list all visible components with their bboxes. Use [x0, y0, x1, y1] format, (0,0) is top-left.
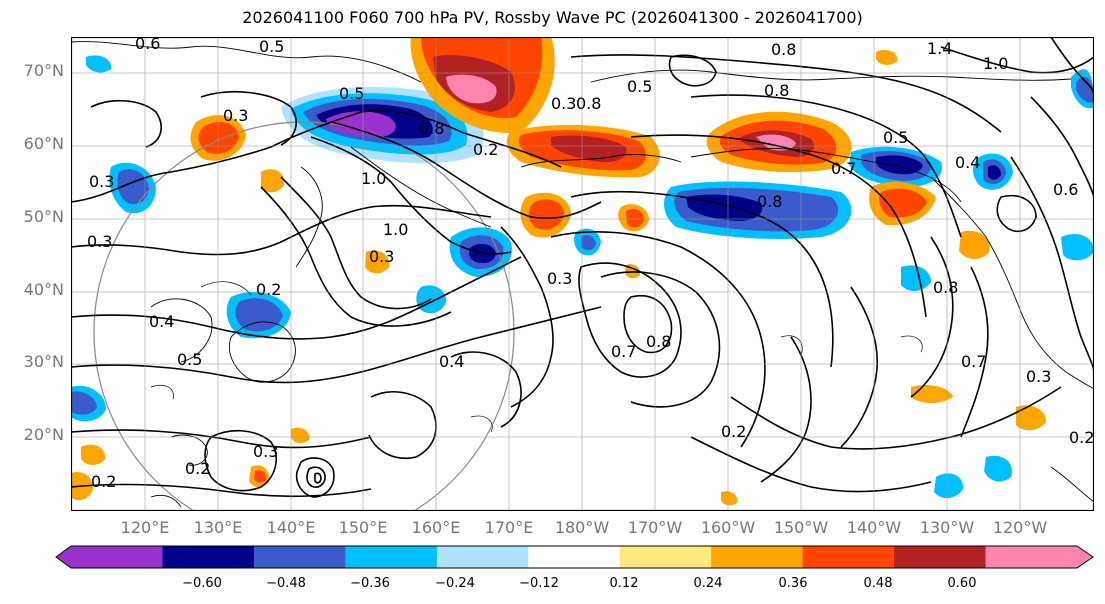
- colorbar-segment: [436, 546, 529, 568]
- contour-label: 0.3: [369, 247, 394, 266]
- lat-label: 60°N: [23, 134, 64, 153]
- contour-label: 0.8: [576, 94, 601, 113]
- lon-label: 150°E: [338, 518, 388, 537]
- lon-label: 170°E: [484, 518, 534, 537]
- contour-label: 0.7: [611, 342, 636, 361]
- colorbar-tick-label: −0.24: [435, 576, 475, 591]
- contour-label: 0.7: [831, 159, 856, 178]
- colorbar-segment: [619, 546, 712, 568]
- colorbar-segment: [711, 546, 804, 568]
- lat-label: 70°N: [23, 61, 64, 80]
- colorbar-tick-label: 0.24: [693, 576, 723, 591]
- coastlines: [71, 41, 1094, 508]
- colorbar-segment: [802, 546, 895, 568]
- contour-label: 0.8: [771, 40, 796, 59]
- map-frame: [71, 37, 1094, 511]
- great-circle-outline: [93, 121, 515, 511]
- contour-label: 0.8: [764, 81, 789, 100]
- lon-label: 130°E: [193, 518, 243, 537]
- contour-label: 1.4: [927, 39, 952, 58]
- contour-label: 0.8: [757, 192, 782, 211]
- contour-label: 0.5: [259, 37, 284, 56]
- pv-shading: [71, 37, 1094, 506]
- contour-label: 0.4: [149, 312, 174, 331]
- colorbar-tick-label: −0.12: [519, 576, 559, 591]
- lon-label: 180°W: [554, 518, 610, 537]
- graticule: [71, 37, 1094, 511]
- colorbar-tick-label: −0.48: [266, 576, 306, 591]
- lon-label: 120°E: [120, 518, 170, 537]
- colorbar-tick-label: −0.36: [350, 576, 390, 591]
- colorbar-segment: [528, 546, 621, 568]
- contour-label: 0.6: [135, 37, 160, 53]
- contour-label: 0.8: [419, 119, 444, 138]
- lon-label: 140°E: [266, 518, 316, 537]
- colorbar-segment: [253, 546, 346, 568]
- contour-label: 0.8: [646, 332, 671, 351]
- colorbar-segment: [345, 546, 438, 568]
- colorbar-extend-low: [56, 546, 71, 568]
- colorbar-extend-high: [1077, 546, 1093, 568]
- lat-label: 20°N: [23, 425, 64, 444]
- contour-label: 0.5: [177, 350, 202, 369]
- contour-label: 0.2: [91, 472, 116, 491]
- colorbar-tick-label: 0.48: [863, 576, 893, 591]
- contour-label: 0.4: [955, 153, 980, 172]
- thin-contours: [150, 281, 923, 433]
- colorbar-segment: [985, 546, 1078, 568]
- colorbar-segments: [56, 546, 1093, 568]
- colorbar-tick-label: 0.36: [778, 576, 808, 591]
- contour-label: 0.4: [439, 352, 464, 371]
- colorbar: [55, 545, 1094, 569]
- contour-label: 0.2: [473, 140, 498, 159]
- colorbar-segment: [162, 546, 255, 568]
- colorbar-segment: [71, 546, 163, 568]
- contour-label: 0.7: [961, 352, 986, 371]
- contour-label: 0.3: [547, 269, 572, 288]
- lat-label: 40°N: [23, 280, 64, 299]
- contour-label: 0.5: [339, 84, 364, 103]
- map-title: 2026041100 F060 700 hPa PV, Rossby Wave …: [242, 8, 863, 27]
- contour-label: 0.3: [253, 442, 278, 461]
- lon-label: 130°W: [919, 518, 975, 537]
- contour-label: 0.5: [627, 77, 652, 96]
- contour-labels: 0.6 0.5 0.3 0.5 0.8 0.5 0.8 0.3 0.2 1.0 …: [87, 37, 1094, 491]
- contour-label: 0.2: [721, 422, 746, 441]
- lon-label: 140°W: [846, 518, 902, 537]
- contour-label: 0.6: [1053, 180, 1078, 199]
- lon-label: 160°E: [411, 518, 461, 537]
- colorbar-tick-label: 0.60: [947, 576, 977, 591]
- contour-label: 1.0: [383, 220, 408, 239]
- colorbar-segment: [894, 546, 987, 568]
- pv-map-panel: 0.6 0.5 0.3 0.5 0.8 0.5 0.8 0.3 0.2 1.0 …: [71, 37, 1094, 511]
- contour-label: 0.5: [883, 128, 908, 147]
- contour-label: 0.2: [185, 459, 210, 478]
- lon-label: 160°W: [700, 518, 756, 537]
- lon-label: 150°W: [773, 518, 829, 537]
- contour-label: 0.3: [87, 232, 112, 251]
- lon-label: 170°W: [627, 518, 683, 537]
- contour-label: 0.2: [256, 280, 281, 299]
- contour-label: 0.3: [1026, 367, 1051, 386]
- contour-label: 1.0: [983, 54, 1008, 73]
- contour-label: 0.2: [1069, 428, 1094, 447]
- lon-label: 120°W: [992, 518, 1048, 537]
- contour-label: 0.8: [933, 278, 958, 297]
- contour-label: 0.3: [551, 94, 576, 113]
- contour-label: 1.0: [361, 169, 386, 188]
- contour-label: 0.3: [89, 172, 114, 191]
- contour-label: 0.3: [223, 106, 248, 125]
- lat-label: 50°N: [23, 207, 64, 226]
- lat-label: 30°N: [23, 352, 64, 371]
- colorbar-tick-label: −0.60: [182, 576, 222, 591]
- colorbar-tick-label: 0.12: [609, 576, 639, 591]
